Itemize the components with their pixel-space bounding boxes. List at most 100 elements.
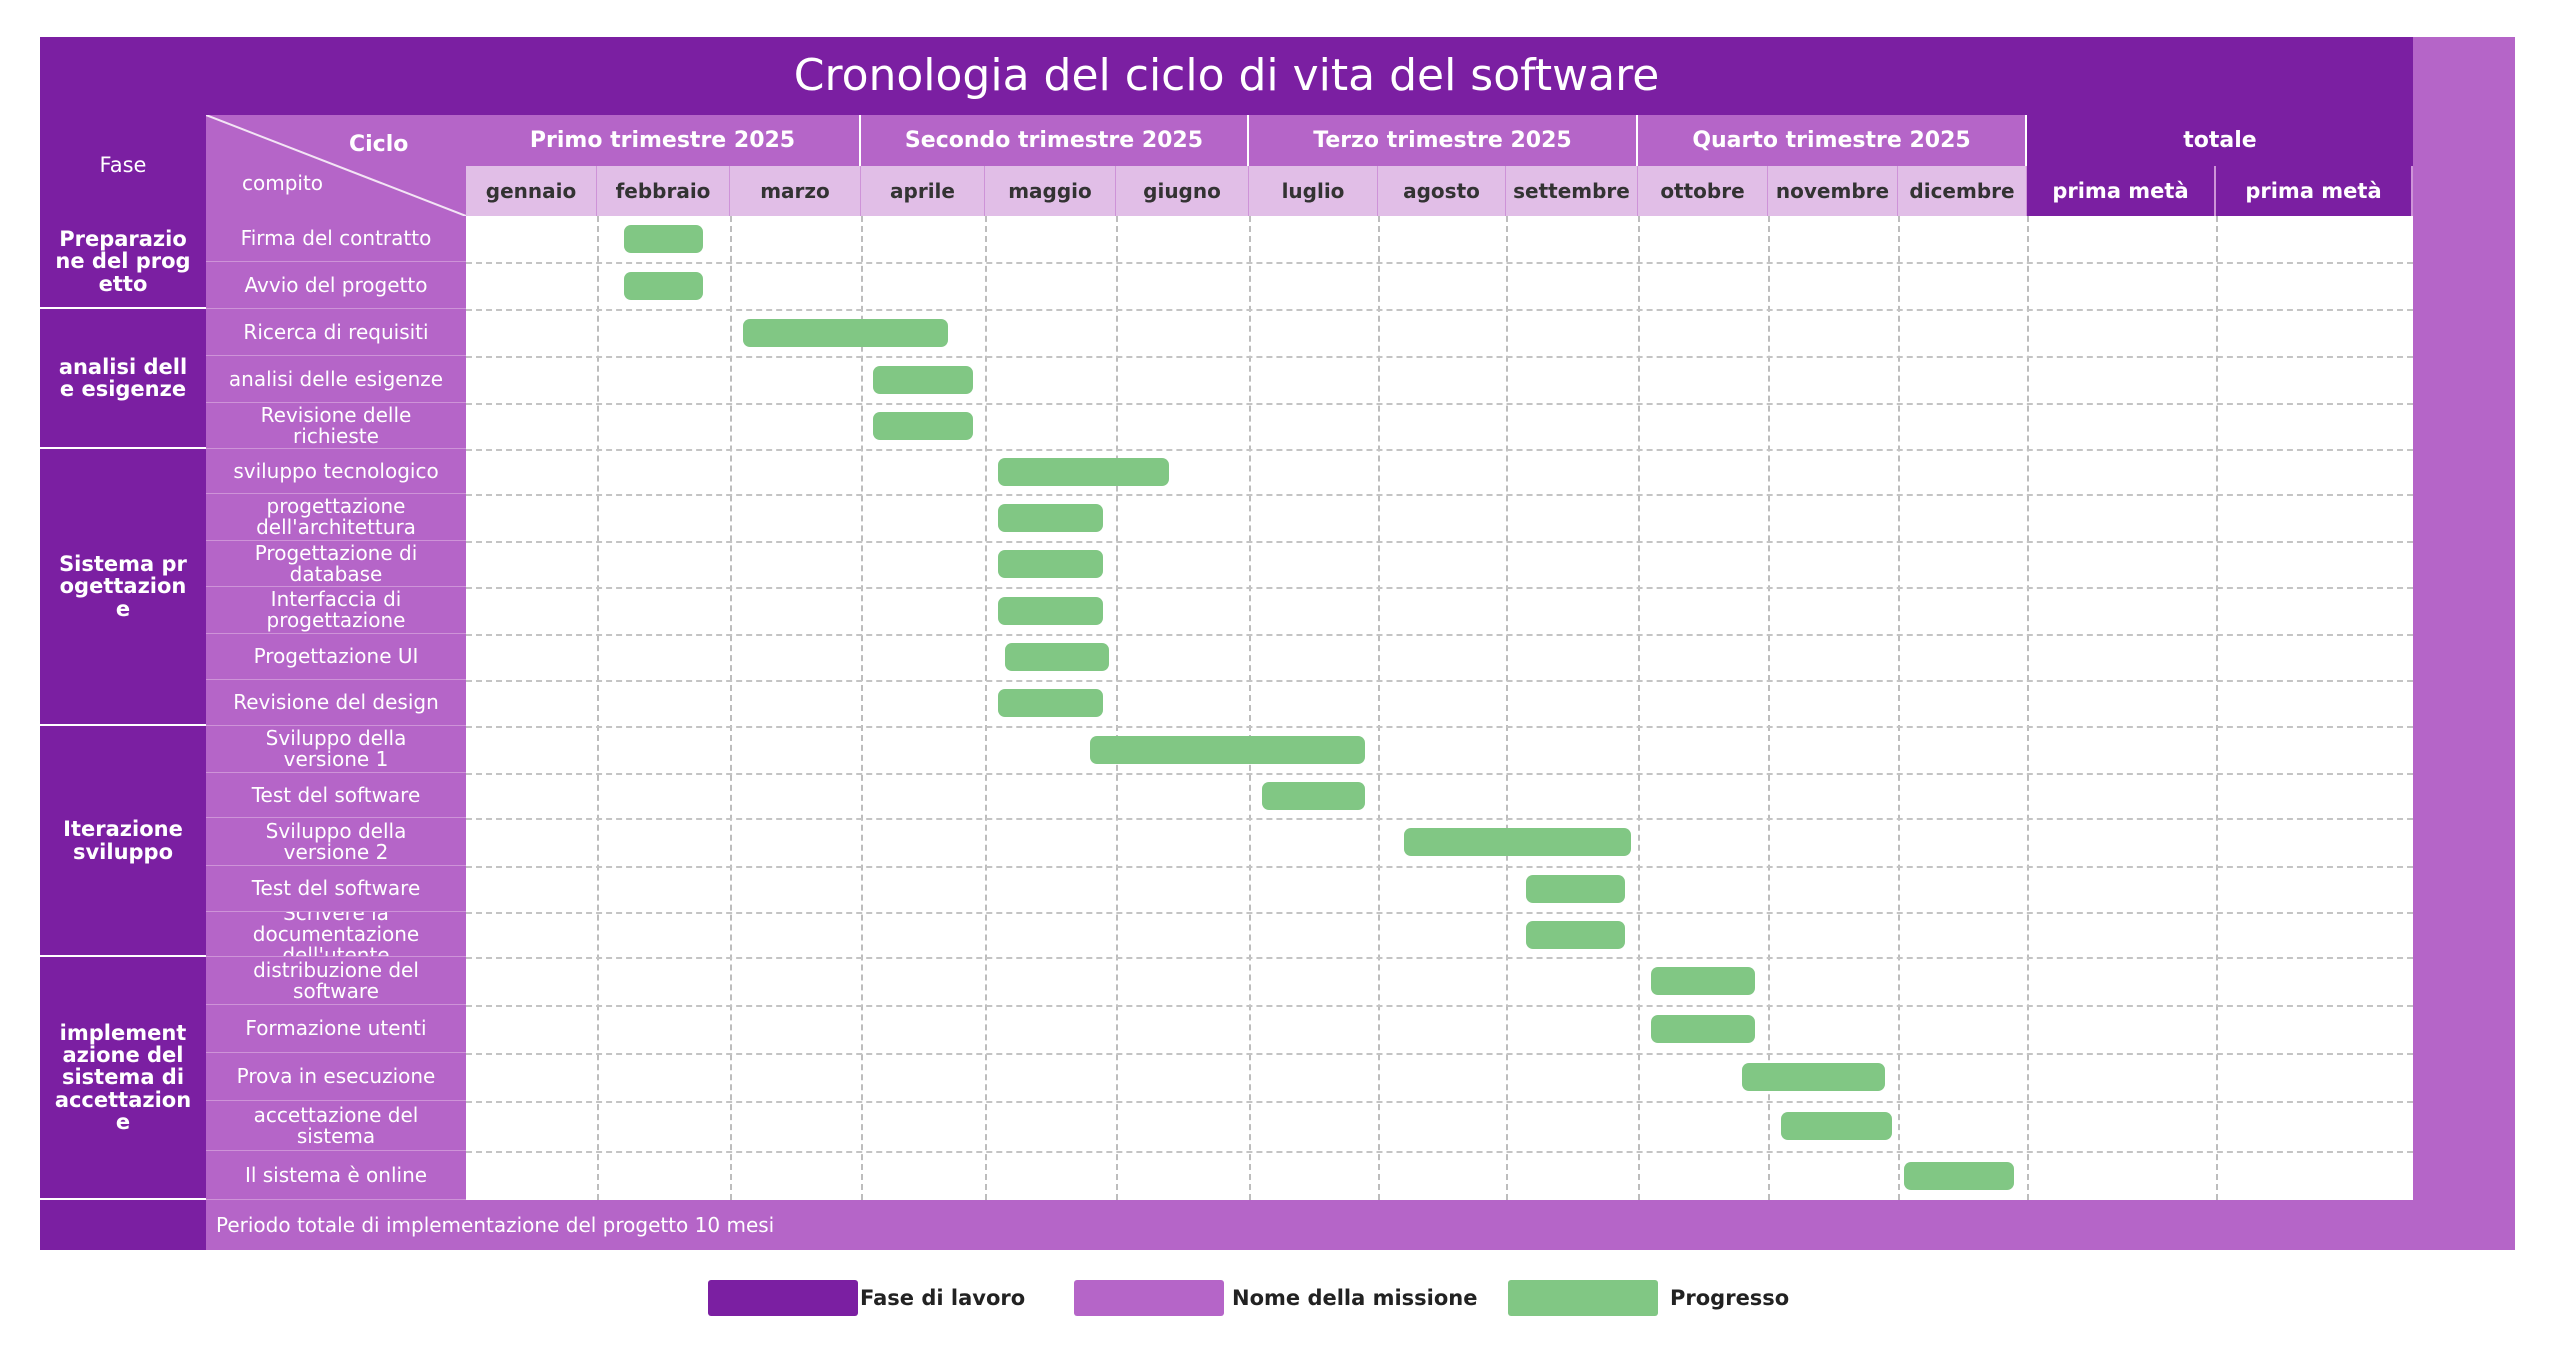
progress-bar-3 xyxy=(743,318,948,347)
task-row-2: Avvio del progetto xyxy=(206,262,466,309)
legend-label-2: Nome della missione xyxy=(1232,1286,1478,1310)
right-side-strip xyxy=(2413,37,2515,1250)
task-row-12: Sviluppo della versione 1 xyxy=(206,726,466,773)
grid-vline-4 xyxy=(985,216,987,1200)
month-header-1: gennaio xyxy=(466,166,597,216)
grid-hline-8 xyxy=(466,587,2413,589)
progress-bar-5 xyxy=(873,412,973,440)
grid-vline-1 xyxy=(597,216,599,1200)
month-header-8: agosto xyxy=(1378,166,1506,216)
legend-label-1: Fase di lavoro xyxy=(860,1286,1026,1310)
task-label: compito xyxy=(242,171,324,195)
grid-vline-11 xyxy=(1898,216,1900,1200)
task-row-11: Revisione del design xyxy=(206,680,466,726)
month-header-2: febbraio xyxy=(597,166,730,216)
task-row-5: Revisione delle richieste xyxy=(206,403,466,449)
grid-hline-18 xyxy=(466,1053,2413,1055)
progress-bar-11 xyxy=(998,689,1103,717)
grid-vline-8 xyxy=(1506,216,1508,1200)
grid-hline-12 xyxy=(466,773,2413,775)
month-header-5: maggio xyxy=(985,166,1116,216)
grid-hline-14 xyxy=(466,866,2413,868)
month-header-4: aprile xyxy=(861,166,985,216)
quarter-header-4: Quarto trimestre 2025 xyxy=(1638,115,2027,166)
phase-2: analisi delle esigenze xyxy=(40,309,206,449)
timeline-grid xyxy=(466,216,2413,1200)
grid-vline-7 xyxy=(1378,216,1380,1200)
task-row-15: Test del software xyxy=(206,866,466,912)
progress-bar-12 xyxy=(1089,735,1366,764)
grid-vline-13 xyxy=(2216,216,2218,1200)
task-row-17: distribuzione del software xyxy=(206,957,466,1005)
progress-bar-17 xyxy=(1651,967,1755,995)
task-row-8: Progettazione di database xyxy=(206,541,466,587)
grid-hline-19 xyxy=(466,1101,2413,1103)
month-header-12: dicembre xyxy=(1898,166,2027,216)
cycle-label: Ciclo xyxy=(349,132,409,157)
task-row-3: Ricerca di requisiti xyxy=(206,309,466,356)
grid-hline-20 xyxy=(466,1151,2413,1153)
grid-hline-6 xyxy=(466,494,2413,496)
progress-bar-13 xyxy=(1261,781,1366,810)
month-header-7: luglio xyxy=(1249,166,1378,216)
grid-vline-2 xyxy=(730,216,732,1200)
task-row-19: Prova in esecuzione xyxy=(206,1053,466,1101)
month-header-10: ottobre xyxy=(1638,166,1768,216)
grid-vline-10 xyxy=(1768,216,1770,1200)
progress-bar-19 xyxy=(1742,1063,1885,1091)
phase-4: Iterazione sviluppo xyxy=(40,726,206,957)
grid-hline-10 xyxy=(466,680,2413,682)
grid-hline-1 xyxy=(466,262,2413,264)
grid-hline-11 xyxy=(466,726,2413,728)
task-row-21: Il sistema è online xyxy=(206,1151,466,1200)
progress-bar-2 xyxy=(623,271,704,300)
task-row-9: Interfaccia di progettazione xyxy=(206,587,466,634)
task-row-18: Formazione utenti xyxy=(206,1005,466,1053)
task-row-10: Progettazione UI xyxy=(206,634,466,680)
legend-label-3: Progresso xyxy=(1670,1286,1790,1310)
grid-hline-16 xyxy=(466,957,2413,959)
grid-hline-4 xyxy=(466,403,2413,405)
progress-bar-7 xyxy=(998,503,1103,532)
quarter-header-3: Terzo trimestre 2025 xyxy=(1249,115,1638,166)
grid-vline-3 xyxy=(861,216,863,1200)
task-row-13: Test del software xyxy=(206,773,466,818)
task-row-7: progettazione dell'architettura xyxy=(206,494,466,541)
task-row-1: Firma del contratto xyxy=(206,216,466,262)
legend-swatch-1 xyxy=(708,1280,858,1316)
progress-bar-14 xyxy=(1403,828,1632,856)
task-row-20: accettazione del sistema xyxy=(206,1101,466,1151)
grid-hline-13 xyxy=(466,818,2413,820)
progress-bar-8 xyxy=(998,550,1103,578)
cycle-task-header: Ciclo compito xyxy=(206,115,466,216)
grid-vline-5 xyxy=(1116,216,1118,1200)
progress-bar-18 xyxy=(1651,1015,1755,1043)
grid-vline-6 xyxy=(1249,216,1251,1200)
half-header-2: prima metà xyxy=(2216,166,2413,216)
phase-1: Preparazione del progetto xyxy=(40,216,206,309)
grid-hline-5 xyxy=(466,449,2413,451)
phase-5: implementazione del sistema di accettazi… xyxy=(40,957,206,1200)
phase-column-header: Fase xyxy=(40,115,206,216)
grid-hline-2 xyxy=(466,309,2413,311)
progress-bar-10 xyxy=(1004,643,1110,671)
legend-swatch-2 xyxy=(1074,1280,1224,1316)
footer-phase-cell xyxy=(40,1200,206,1250)
legend-swatch-3 xyxy=(1508,1280,1658,1316)
month-header-3: marzo xyxy=(730,166,861,216)
grid-hline-7 xyxy=(466,541,2413,543)
total-header: totale xyxy=(2027,115,2413,166)
grid-hline-17 xyxy=(466,1005,2413,1007)
month-header-9: settembre xyxy=(1506,166,1638,216)
progress-bar-6 xyxy=(998,457,1170,486)
grid-vline-9 xyxy=(1638,216,1640,1200)
progress-bar-15 xyxy=(1525,875,1625,903)
month-header-6: giugno xyxy=(1116,166,1249,216)
progress-bar-4 xyxy=(873,365,973,394)
grid-vline-12 xyxy=(2027,216,2029,1200)
grid-hline-3 xyxy=(466,356,2413,358)
task-row-6: sviluppo tecnologico xyxy=(206,449,466,494)
diagonal-divider xyxy=(206,115,466,216)
progress-bar-9 xyxy=(998,596,1103,625)
